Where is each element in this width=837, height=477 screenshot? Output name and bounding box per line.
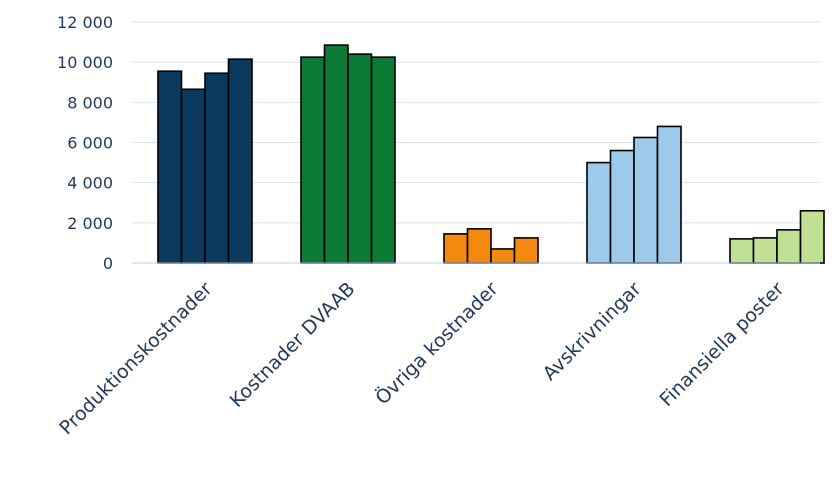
y-tick-label: 8 000 bbox=[67, 93, 113, 112]
category-label: Övriga kostnader bbox=[371, 277, 503, 409]
category-labels: Produktionskostnader Kostnader DVAAB Övrig… bbox=[55, 277, 788, 439]
bar bbox=[609, 149, 635, 264]
bar bbox=[443, 233, 469, 264]
y-tick-label: 4 000 bbox=[67, 174, 113, 193]
bar bbox=[347, 53, 373, 264]
category-label: Produktionskostnader bbox=[55, 278, 216, 439]
bar bbox=[370, 56, 396, 264]
y-tick-label: 0 bbox=[103, 254, 113, 273]
category-label: Avskrivningar bbox=[539, 278, 646, 385]
bar bbox=[490, 248, 516, 264]
bar bbox=[300, 56, 326, 264]
bar bbox=[799, 209, 825, 264]
y-tick-label: 6 000 bbox=[67, 134, 113, 153]
bar bbox=[513, 237, 539, 264]
bar bbox=[466, 228, 492, 264]
bar bbox=[323, 44, 349, 264]
category-label: Kostnader DVAAB bbox=[226, 278, 360, 412]
y-tick-label: 12 000 bbox=[57, 13, 113, 32]
y-axis-tick-labels: 0 2 000 4 000 6 000 8 000 10 000 12 000 bbox=[57, 13, 113, 273]
bar bbox=[180, 88, 206, 264]
bar bbox=[656, 125, 682, 264]
y-tick-label: 10 000 bbox=[57, 53, 113, 72]
bar bbox=[204, 72, 230, 264]
category-label: Finansiella poster bbox=[655, 278, 788, 411]
bar bbox=[157, 70, 183, 264]
bar bbox=[752, 237, 778, 264]
bar bbox=[227, 58, 253, 264]
bar bbox=[633, 136, 659, 264]
bars bbox=[157, 44, 825, 264]
bar bbox=[586, 161, 612, 264]
y-tick-label: 2 000 bbox=[67, 214, 113, 233]
bar bbox=[776, 229, 802, 264]
bar bbox=[729, 238, 755, 264]
